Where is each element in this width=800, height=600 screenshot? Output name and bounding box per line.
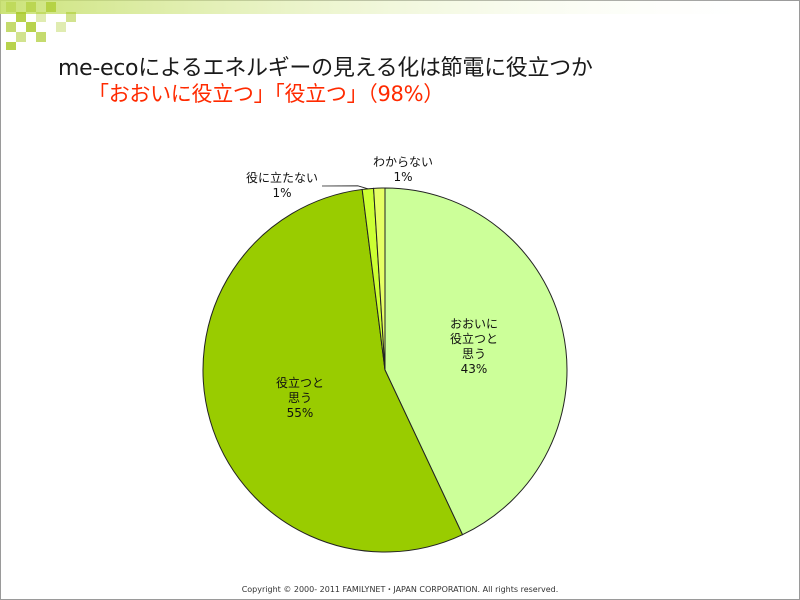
decorative-square — [56, 22, 66, 32]
slice-value-label: 43% — [461, 362, 488, 376]
decorative-square — [66, 12, 76, 22]
slice-label-large-2: 役立つと思う 55% — [276, 375, 324, 420]
decorative-square — [6, 2, 16, 12]
slice-label-small-2: わからない 1% — [373, 155, 433, 184]
decorative-square — [6, 42, 16, 50]
slide-title: me-ecoによるエネルギーの見える化は節電に役立つか — [58, 56, 593, 81]
decorative-square — [46, 2, 56, 12]
slice-value-label: 55% — [287, 406, 314, 420]
decorative-square — [26, 2, 36, 12]
slice-category-label: 役立つと — [276, 375, 324, 390]
slice-category-label: わからない — [373, 155, 433, 169]
slice-category-label: 役に立たない — [246, 170, 318, 185]
slice-value-label: 1% — [393, 170, 412, 184]
slice-category-label: 思う — [288, 391, 312, 405]
pie-slice — [202, 188, 464, 553]
leader-line — [321, 185, 368, 190]
decorative-square — [6, 22, 16, 32]
decorative-square — [16, 32, 26, 42]
slice-category-label: 役立つと — [450, 331, 498, 346]
decorative-square — [26, 22, 36, 32]
slice-category-label: おおいに — [450, 317, 498, 331]
slice-label-small-1: 役に立たない 1% — [246, 170, 318, 200]
copyright-footer: Copyright © 2000- 2011 FAMILYNET・JAPAN C… — [241, 585, 559, 594]
pie-slice — [373, 187, 386, 371]
decorative-squares — [0, 0, 800, 50]
pie-slice — [384, 187, 568, 536]
slice-value-label: 1% — [272, 186, 291, 200]
decorative-square — [16, 12, 26, 22]
decorative-square — [36, 12, 46, 22]
slice-label-large-1: おおいに役立つと思う 43% — [450, 317, 498, 376]
slice-category-label: 思う — [462, 347, 486, 361]
decorative-square — [36, 32, 46, 42]
slide-subtitle: 「おおいに役立つ」「役立つ」（98%） — [88, 82, 444, 106]
top-gradient-bar — [0, 0, 800, 14]
